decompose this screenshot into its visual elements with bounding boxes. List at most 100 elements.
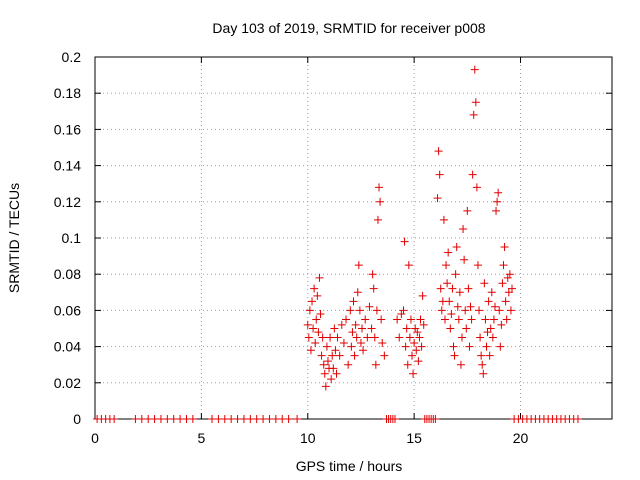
y-tick-label: 0.08 bbox=[54, 266, 81, 282]
data-point bbox=[188, 415, 197, 423]
data-point bbox=[454, 315, 463, 324]
data-point bbox=[452, 243, 461, 252]
data-point bbox=[447, 310, 456, 319]
data-point bbox=[498, 279, 507, 288]
data-point bbox=[339, 338, 348, 347]
data-point bbox=[436, 284, 445, 293]
data-point bbox=[327, 375, 336, 384]
data-point bbox=[487, 288, 496, 297]
data-point bbox=[313, 291, 322, 300]
data-point bbox=[110, 415, 119, 423]
data-point bbox=[493, 197, 502, 206]
data-point bbox=[499, 261, 508, 270]
data-point bbox=[478, 360, 487, 369]
data-point bbox=[312, 315, 321, 324]
data-point bbox=[459, 224, 468, 233]
data-point bbox=[404, 261, 413, 270]
data-point bbox=[409, 369, 418, 378]
data-point bbox=[353, 288, 362, 297]
data-point bbox=[449, 342, 458, 351]
data-point bbox=[359, 346, 368, 355]
data-point bbox=[408, 351, 417, 360]
data-point bbox=[372, 306, 381, 315]
data-point bbox=[505, 270, 514, 279]
data-point bbox=[376, 197, 385, 206]
data-point bbox=[482, 342, 491, 351]
data-point bbox=[305, 306, 314, 315]
data-point bbox=[467, 315, 476, 324]
data-point bbox=[448, 284, 457, 293]
data-point bbox=[481, 315, 490, 324]
data-point bbox=[405, 333, 414, 342]
data-points bbox=[93, 65, 582, 423]
data-point bbox=[310, 284, 319, 293]
data-point bbox=[490, 302, 499, 311]
data-point bbox=[415, 333, 424, 342]
data-point bbox=[331, 346, 340, 355]
data-point bbox=[483, 328, 492, 337]
data-point bbox=[328, 351, 337, 360]
data-point bbox=[365, 302, 374, 311]
y-tick-label: 0.2 bbox=[62, 49, 82, 65]
x-tick-label: 20 bbox=[513, 430, 529, 446]
data-point bbox=[496, 342, 505, 351]
data-point bbox=[401, 342, 410, 351]
data-point bbox=[363, 333, 372, 342]
data-point bbox=[475, 306, 484, 315]
data-point bbox=[397, 310, 406, 319]
data-point bbox=[453, 302, 462, 311]
data-point bbox=[368, 270, 377, 279]
y-tick-label: 0.14 bbox=[54, 158, 81, 174]
data-point bbox=[329, 364, 338, 373]
data-point bbox=[400, 237, 409, 246]
data-point bbox=[417, 342, 426, 351]
y-tick-label: 0 bbox=[73, 411, 81, 427]
data-point bbox=[469, 110, 478, 119]
data-point bbox=[378, 338, 387, 347]
y-tick-label: 0.18 bbox=[54, 85, 81, 101]
chart-title: Day 103 of 2019, SRMTID for receiver p00… bbox=[212, 20, 485, 36]
x-tick-label: 0 bbox=[91, 430, 99, 446]
data-point bbox=[477, 351, 486, 360]
data-point bbox=[485, 351, 494, 360]
data-point bbox=[342, 315, 351, 324]
data-point bbox=[500, 243, 509, 252]
data-point bbox=[503, 273, 512, 282]
data-point bbox=[461, 306, 470, 315]
data-point bbox=[371, 360, 380, 369]
data-point bbox=[431, 415, 440, 423]
y-tick-label: 0.02 bbox=[54, 375, 81, 391]
data-point bbox=[462, 324, 471, 333]
data-point bbox=[471, 98, 480, 107]
x-axis-label: GPS time / hours bbox=[296, 458, 403, 474]
data-point bbox=[395, 333, 404, 342]
data-point bbox=[444, 248, 453, 257]
data-point bbox=[501, 297, 510, 306]
data-point bbox=[322, 342, 331, 351]
data-point bbox=[356, 338, 365, 347]
data-point bbox=[488, 333, 497, 342]
data-point bbox=[434, 147, 443, 156]
data-point bbox=[418, 291, 427, 300]
data-point bbox=[410, 338, 419, 347]
data-point bbox=[411, 324, 420, 333]
data-point bbox=[377, 315, 386, 324]
data-point bbox=[349, 297, 358, 306]
data-point bbox=[393, 315, 402, 324]
data-point bbox=[479, 369, 488, 378]
data-point bbox=[437, 306, 446, 315]
data-point bbox=[311, 338, 320, 347]
data-point bbox=[463, 206, 472, 215]
data-point bbox=[303, 320, 312, 329]
data-point bbox=[446, 324, 455, 333]
data-point bbox=[494, 188, 503, 197]
data-point bbox=[468, 170, 477, 179]
data-point bbox=[314, 328, 323, 337]
data-point bbox=[504, 288, 513, 297]
data-point bbox=[348, 328, 357, 337]
data-point bbox=[304, 333, 313, 342]
x-tick-label: 15 bbox=[406, 430, 422, 446]
data-point bbox=[335, 351, 344, 360]
